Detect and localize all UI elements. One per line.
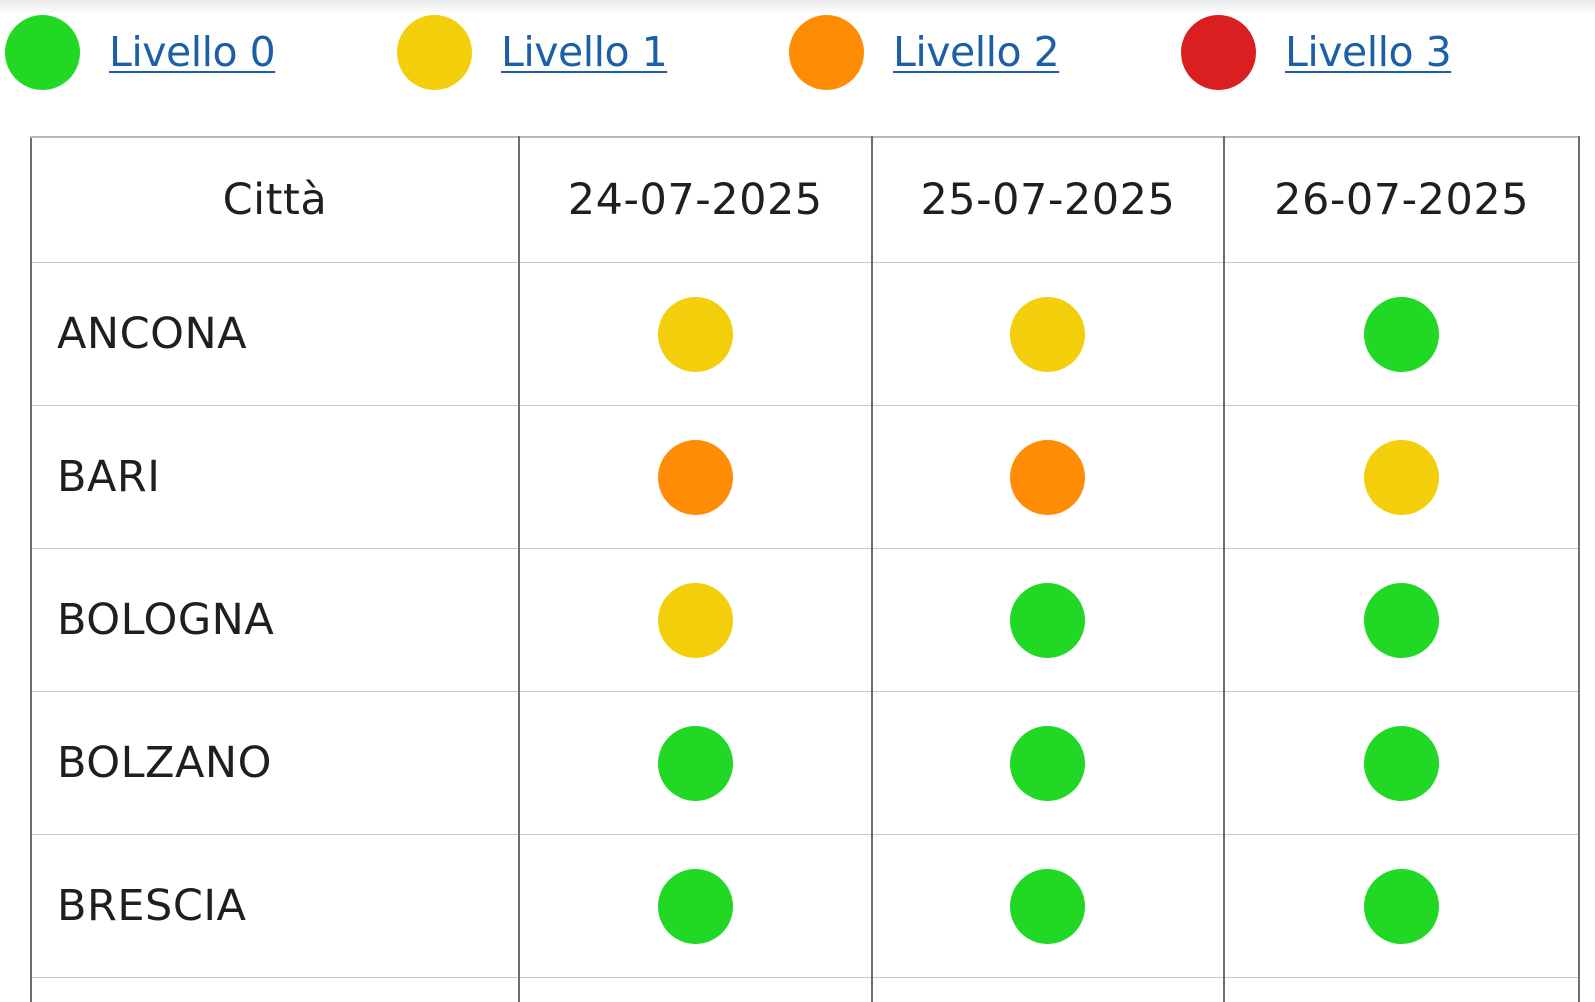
level-dot-icon bbox=[657, 725, 733, 801]
table-row: BRESCIA bbox=[30, 834, 1580, 978]
level-dot-icon bbox=[1364, 868, 1440, 944]
level-legend: Livello 0 Livello 1 Livello 2 Livello 3 bbox=[0, 12, 1595, 92]
table-header-row: Città 24-07-2025 25-07-2025 26-07-2025 bbox=[30, 136, 1580, 263]
table-row: ANCONA bbox=[30, 262, 1580, 406]
level-dot-icon bbox=[1010, 439, 1086, 515]
table-row: BARI bbox=[30, 405, 1580, 549]
level-cell bbox=[517, 405, 873, 549]
level-cell bbox=[517, 548, 873, 692]
legend-link-level-0[interactable]: Livello 0 bbox=[109, 28, 276, 76]
table-cell-empty bbox=[30, 977, 520, 1002]
level-dot-icon bbox=[1364, 296, 1440, 372]
level-cell bbox=[870, 405, 1226, 549]
city-name: BOLOGNA bbox=[30, 548, 520, 692]
table-cell-empty bbox=[1223, 977, 1580, 1002]
level-cell bbox=[517, 691, 873, 835]
level-dot-icon bbox=[657, 868, 733, 944]
level-cell bbox=[870, 548, 1226, 692]
level-3-dot-icon bbox=[1181, 14, 1256, 90]
column-header-city: Città bbox=[30, 136, 520, 263]
table-cell-empty bbox=[517, 977, 873, 1002]
level-cell bbox=[870, 691, 1226, 835]
city-name: BOLZANO bbox=[30, 691, 520, 835]
level-dot-icon bbox=[1010, 582, 1086, 658]
legend-link-level-3[interactable]: Livello 3 bbox=[1285, 28, 1452, 76]
column-header-date-1: 24-07-2025 bbox=[517, 136, 873, 263]
city-name: ANCONA bbox=[30, 262, 520, 406]
level-dot-icon bbox=[1364, 439, 1440, 515]
legend-link-level-1[interactable]: Livello 1 bbox=[501, 28, 668, 76]
level-0-dot-icon bbox=[5, 14, 80, 90]
level-dot-icon bbox=[1364, 582, 1440, 658]
level-dot-icon bbox=[1010, 296, 1086, 372]
level-cell bbox=[1223, 548, 1580, 692]
top-shadow-bar bbox=[0, 0, 1595, 14]
heat-levels-table: Città 24-07-2025 25-07-2025 26-07-2025 A… bbox=[30, 136, 1580, 1002]
level-cell bbox=[1223, 405, 1580, 549]
level-cell bbox=[870, 262, 1226, 406]
level-cell bbox=[1223, 691, 1580, 835]
heat-levels-table-container[interactable]: Città 24-07-2025 25-07-2025 26-07-2025 A… bbox=[30, 136, 1580, 1002]
column-header-date-2: 25-07-2025 bbox=[870, 136, 1226, 263]
level-2-dot-icon bbox=[789, 14, 864, 90]
table-row-partial bbox=[30, 977, 1580, 1002]
level-dot-icon bbox=[657, 439, 733, 515]
level-dot-icon bbox=[1010, 725, 1086, 801]
legend-link-level-2[interactable]: Livello 2 bbox=[893, 28, 1060, 76]
city-name: BARI bbox=[30, 405, 520, 549]
level-cell bbox=[1223, 262, 1580, 406]
city-name: BRESCIA bbox=[30, 834, 520, 978]
table-row: BOLZANO bbox=[30, 691, 1580, 835]
level-1-dot-icon bbox=[397, 14, 472, 90]
level-cell bbox=[1223, 834, 1580, 978]
level-dot-icon bbox=[1010, 868, 1086, 944]
level-cell bbox=[517, 262, 873, 406]
level-dot-icon bbox=[1364, 725, 1440, 801]
legend-item-level-0: Livello 0 bbox=[5, 12, 276, 92]
legend-item-level-3: Livello 3 bbox=[1181, 12, 1452, 92]
table-cell-empty bbox=[870, 977, 1226, 1002]
legend-item-level-1: Livello 1 bbox=[397, 12, 668, 92]
level-cell bbox=[870, 834, 1226, 978]
table-row: BOLOGNA bbox=[30, 548, 1580, 692]
level-dot-icon bbox=[657, 582, 733, 658]
legend-item-level-2: Livello 2 bbox=[789, 12, 1060, 92]
level-cell bbox=[517, 834, 873, 978]
level-dot-icon bbox=[657, 296, 733, 372]
column-header-date-3: 26-07-2025 bbox=[1223, 136, 1580, 263]
